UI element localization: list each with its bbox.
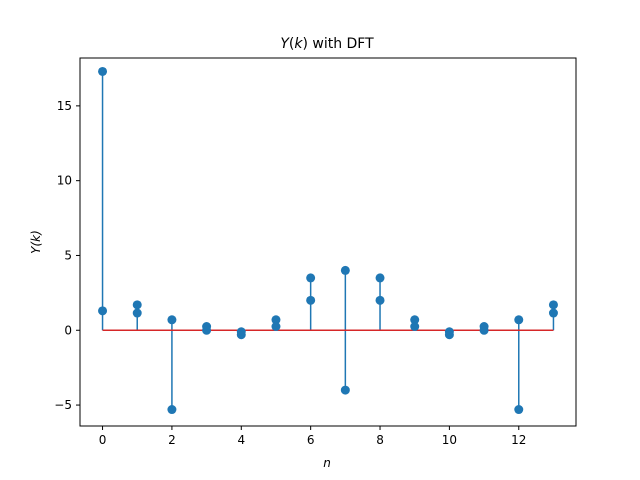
data-point: [375, 295, 385, 305]
x-tick-label: 0: [99, 433, 107, 447]
data-point: [375, 273, 385, 283]
x-tick-label: 4: [237, 433, 245, 447]
data-point: [202, 325, 212, 335]
x-axis-label: n: [323, 456, 331, 470]
title-paren-close: ): [302, 36, 307, 52]
title-rest: with DFT: [308, 36, 374, 52]
title-k: k: [294, 36, 303, 52]
data-point: [132, 300, 142, 310]
data-point: [340, 385, 350, 395]
data-point: [479, 325, 489, 335]
data-point: [548, 308, 558, 318]
data-point: [548, 300, 558, 310]
data-point: [167, 315, 177, 325]
y-tick-label: 10: [57, 174, 72, 188]
x-tick-label: 12: [511, 433, 526, 447]
x-tick-label: 6: [307, 433, 315, 447]
x-tick-label: 10: [442, 433, 457, 447]
data-point: [340, 265, 350, 275]
x-tick-label: 2: [168, 433, 176, 447]
y-tick-label: −5: [54, 398, 72, 412]
data-point: [410, 315, 420, 325]
data-point: [514, 315, 524, 325]
chart-title: Y(k) with DFT: [280, 36, 374, 52]
title-var: Y: [280, 36, 290, 52]
data-point: [271, 322, 281, 332]
data-point: [271, 315, 281, 325]
title-paren-open: (: [289, 36, 294, 52]
y-tick-label: 5: [64, 248, 72, 262]
data-point: [444, 330, 454, 340]
data-point: [132, 308, 142, 318]
data-point: [236, 330, 246, 340]
data-point: [306, 273, 316, 283]
data-point: [410, 322, 420, 332]
data-point: [514, 405, 524, 415]
data-point: [98, 66, 108, 76]
data-point: [167, 405, 177, 415]
y-tick-label: 15: [57, 99, 72, 113]
plot-frame: [79, 57, 577, 427]
y-axis-label: Y(k): [29, 230, 43, 254]
data-point: [306, 295, 316, 305]
y-tick-label: 0: [64, 323, 72, 337]
data-point: [98, 306, 108, 316]
x-tick-label: 8: [376, 433, 384, 447]
